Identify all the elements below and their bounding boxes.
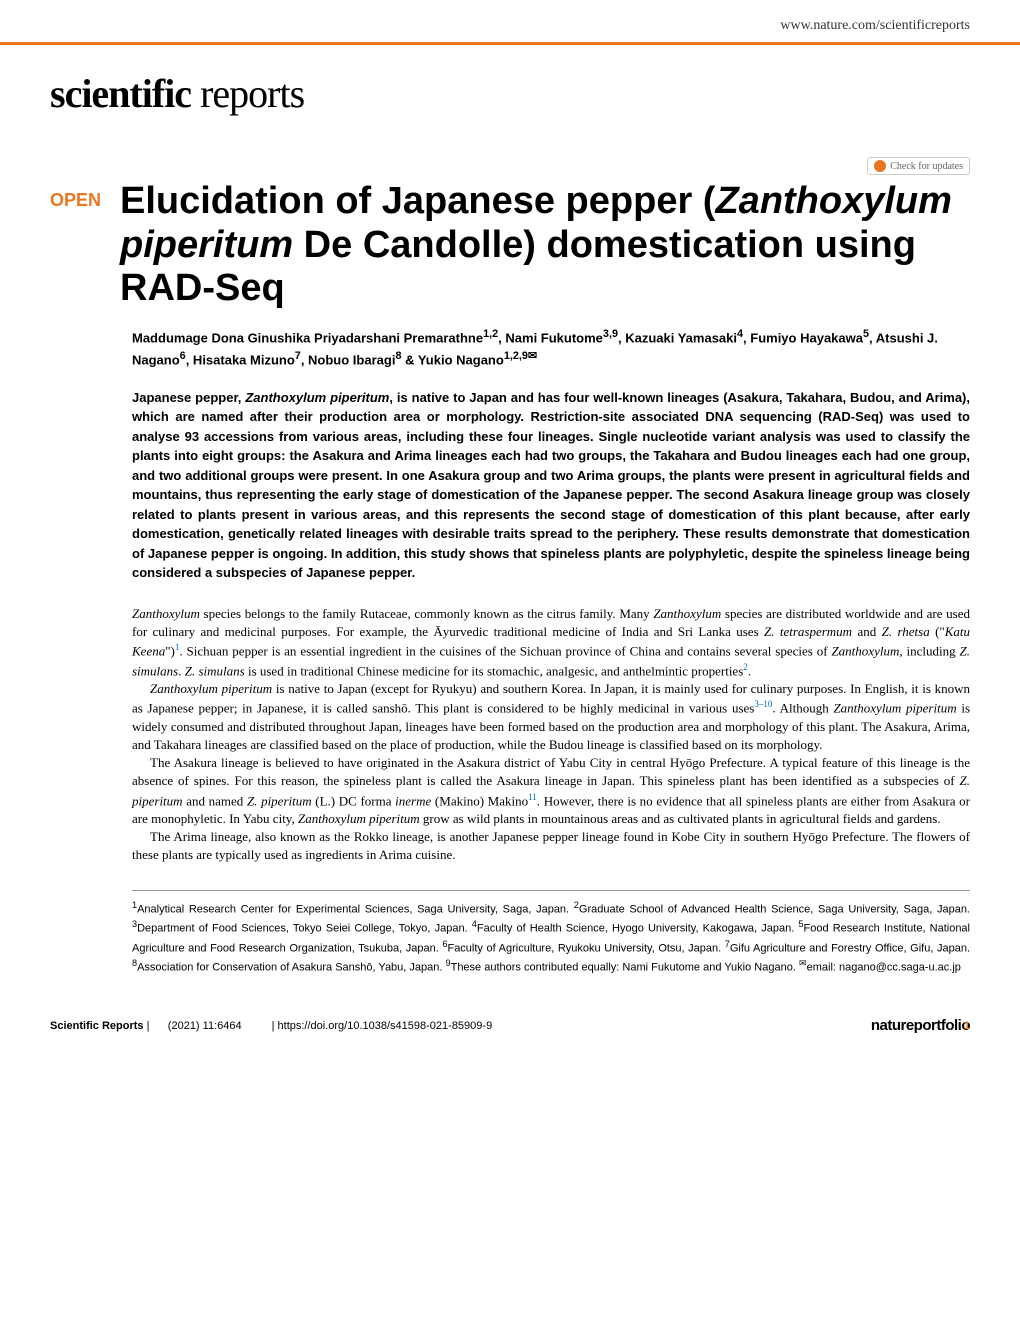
check-updates-label: Check for updates [890, 161, 963, 172]
body-text: Zanthoxylum species belongs to the famil… [132, 605, 970, 865]
paragraph-2: Zanthoxylum piperitum is native to Japan… [132, 680, 970, 754]
check-updates-badge[interactable]: Check for updates [0, 157, 1020, 180]
logo-light: reports [191, 71, 304, 116]
title-block: OPEN Elucidation of Japanese pepper (Zan… [50, 180, 970, 311]
divider-line [0, 42, 1020, 45]
paragraph-4: The Arima lineage, also known as the Rok… [132, 828, 970, 864]
affiliations: 1Analytical Research Center for Experime… [132, 890, 970, 977]
ref-link[interactable]: 3–10 [754, 699, 772, 709]
ref-link[interactable]: 11 [528, 792, 537, 802]
page-number: 1 [964, 1020, 970, 1032]
article-title: Elucidation of Japanese pepper (Zanthoxy… [120, 180, 970, 311]
footer-journal: Scientific Reports [50, 1020, 144, 1032]
footer-doi: | https://doi.org/10.1038/s41598-021-859… [272, 1020, 493, 1032]
header-url: www.nature.com/scientificreports [0, 0, 1020, 42]
footer-citation: (2021) 11:6464 [168, 1020, 242, 1032]
paragraph-1: Zanthoxylum species belongs to the famil… [132, 605, 970, 680]
abstract: Japanese pepper, Zanthoxylum piperitum, … [132, 388, 970, 583]
journal-logo: scientific reports [0, 70, 1020, 157]
publisher-logo: natureportfolio [871, 1017, 970, 1034]
logo-bold: scientific [50, 71, 191, 116]
update-icon [874, 160, 886, 172]
page-footer: Scientific Reports | (2021) 11:6464 | ht… [0, 1007, 1020, 1054]
paragraph-3: The Asakura lineage is believed to have … [132, 754, 970, 828]
open-access-tag: OPEN [50, 180, 120, 311]
author-list: Maddumage Dona Ginushika Priyadarshani P… [132, 326, 970, 370]
